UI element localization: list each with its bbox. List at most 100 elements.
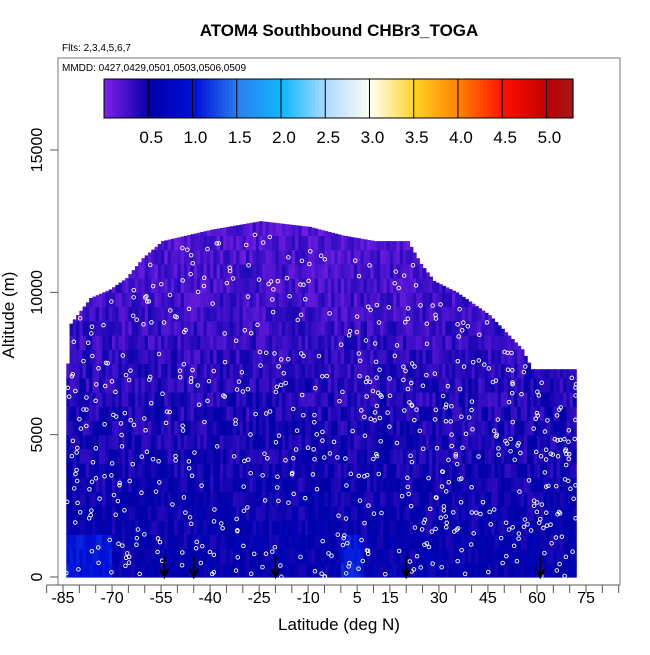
sample-point (248, 331, 254, 336)
heatmap-cell (432, 505, 437, 521)
heatmap-cell (210, 263, 214, 279)
sample-point (220, 526, 225, 531)
sample-point (93, 475, 99, 481)
sample-point (64, 499, 70, 505)
sample-point (109, 570, 114, 575)
heatmap-cell (569, 562, 574, 578)
heatmap-cell (203, 292, 208, 308)
heatmap-cell (504, 491, 509, 507)
heatmap-cell (517, 377, 522, 393)
heatmap-cell (190, 349, 195, 365)
heatmap-cell (232, 448, 237, 464)
heatmap-cell (399, 406, 404, 422)
x-tick-label: -85 (51, 590, 74, 607)
heatmap-cell (360, 548, 365, 564)
heatmap-cell (236, 249, 241, 265)
sample-point (86, 515, 92, 521)
heatmap-cell (432, 335, 437, 350)
heatmap-cell (491, 505, 496, 521)
heatmap-cell (291, 292, 296, 308)
heatmap-cell (419, 263, 424, 279)
heatmap-cell (278, 406, 283, 422)
heatmap-cell (193, 420, 198, 436)
sample-point (449, 432, 454, 437)
heatmap-cell (229, 477, 234, 493)
heatmap-cell (399, 463, 404, 478)
heatmap-cell (324, 448, 329, 464)
heatmap-cell (572, 548, 577, 564)
heatmap-cell (174, 448, 179, 464)
heatmap-cell (252, 292, 257, 308)
heatmap-cell (125, 562, 129, 578)
heatmap-cell (183, 377, 188, 393)
heatmap-cell (334, 306, 339, 322)
heatmap-cell (324, 477, 329, 493)
heatmap-cell (82, 391, 87, 407)
heatmap-cell (445, 477, 450, 493)
heatmap-cell (331, 232, 335, 236)
heatmap-cell (370, 520, 375, 535)
heatmap-cell (69, 323, 74, 336)
heatmap-cell (272, 562, 277, 578)
heatmap-cell (386, 406, 391, 422)
sample-point (379, 510, 384, 516)
heatmap-cell (425, 477, 430, 493)
sample-point (170, 502, 175, 507)
sample-point (148, 400, 154, 406)
heatmap-cell (242, 448, 247, 464)
heatmap-cell (491, 363, 496, 379)
heatmap-cell (337, 505, 342, 521)
heatmap-cell (409, 335, 414, 350)
heatmap-cell (370, 335, 375, 350)
heatmap-cell (563, 477, 567, 493)
sample-point (454, 461, 460, 467)
heatmap-cell (144, 263, 149, 279)
heatmap-cell (517, 548, 522, 564)
heatmap-cell (445, 377, 450, 393)
heatmap-cell (406, 448, 411, 464)
heatmap-cell (118, 548, 123, 564)
heatmap-cell (262, 335, 267, 350)
heatmap-cell (514, 406, 518, 422)
heatmap-cell (193, 520, 198, 535)
heatmap-cell (373, 335, 378, 350)
heatmap-cell (92, 448, 97, 464)
heatmap-cell (141, 520, 146, 535)
heatmap-cell (206, 520, 211, 535)
heatmap-cell (79, 534, 84, 550)
heatmap-cell (268, 548, 273, 564)
heatmap-cell (425, 320, 430, 336)
heatmap-cell (373, 534, 378, 550)
colorbar: 0.5 1.0 1.5 2.0 2.5 3.0 3.5 4.0 4.5 5.0 (103, 78, 574, 147)
heatmap-cell (416, 391, 420, 407)
heatmap-cell (203, 534, 208, 550)
heatmap-cell (487, 548, 492, 564)
heatmap-cell (340, 548, 345, 564)
heatmap-cell (399, 391, 404, 407)
heatmap-cell (229, 420, 234, 436)
heatmap-cell (383, 477, 388, 493)
heatmap-cell (438, 520, 443, 535)
heatmap-cell (461, 391, 466, 407)
heatmap-cell (321, 520, 326, 535)
sample-point (271, 287, 276, 292)
heatmap-cell (187, 491, 192, 507)
heatmap-cell (543, 420, 548, 436)
heatmap-cell (311, 534, 316, 550)
heatmap-cell (98, 477, 103, 493)
heatmap-cell (131, 377, 136, 393)
heatmap-cell (164, 420, 169, 436)
colorbar-segment (506, 79, 512, 118)
sample-point (535, 389, 540, 395)
sample-point (211, 368, 217, 374)
heatmap-cell (252, 448, 257, 464)
sample-point (87, 487, 92, 492)
x-tick-label: -10 (297, 590, 320, 607)
heatmap-cell (491, 318, 496, 322)
heatmap-cell (82, 491, 87, 507)
heatmap-cell (144, 463, 149, 478)
heatmap-cell (151, 349, 156, 365)
heatmap-cell (272, 534, 277, 550)
sample-point (420, 446, 426, 452)
heatmap-cell (190, 335, 195, 350)
